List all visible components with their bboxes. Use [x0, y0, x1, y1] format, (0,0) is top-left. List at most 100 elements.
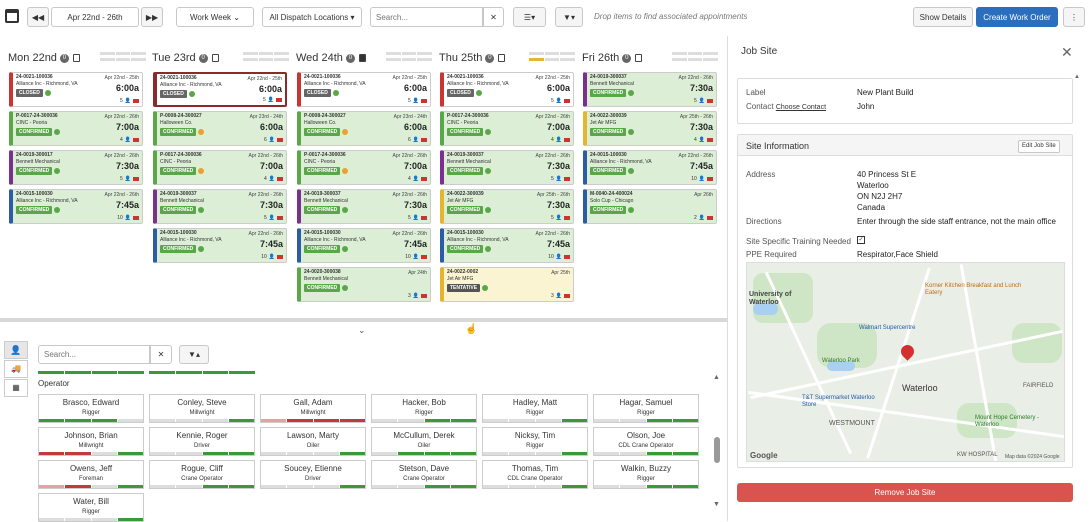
operator-card[interactable]: Hacker, Bob Rigger: [371, 394, 477, 423]
resource-tab-other[interactable]: ▦: [4, 379, 28, 397]
appointment-card[interactable]: 24-0015-100030 Apr 22nd - 26th Alliance In…: [9, 189, 143, 224]
appointment-card[interactable]: 24-0021-100036 Apr 22nd - 25th Alliance In…: [297, 72, 431, 107]
calendar-icon[interactable]: [5, 9, 19, 23]
appointment-card[interactable]: 24-0019-300037 Apr 22nd - 26th Bennett Mec…: [440, 150, 574, 185]
note-icon[interactable]: [211, 54, 219, 62]
operator-card[interactable]: Hadley, Matt Rigger: [482, 394, 588, 423]
operator-card[interactable]: Stetson, Dave Crane Operator: [371, 460, 477, 489]
wo-number: 24-0019-300037: [447, 152, 484, 158]
appointment-card[interactable]: 24-0022-300039 Apr 25th - 26th Jet Air MFG…: [440, 189, 574, 224]
appointment-card[interactable]: 24-0022-300039 Apr 25th - 26th Jet Air MFG…: [583, 111, 717, 146]
person-icon: 👤: [698, 137, 705, 143]
date-range-display[interactable]: Apr 22nd - 26th: [51, 7, 139, 27]
operator-card[interactable]: Thomas, Tim CDL Crane Operator: [482, 460, 588, 489]
operator-card[interactable]: Owens, Jeff Foreman: [38, 460, 144, 489]
appointment-card[interactable]: 24-0019-300037 Apr 22nd - 26th Bennett Mec…: [153, 189, 287, 224]
operator-card[interactable]: Brasco, Edward Rigger: [38, 394, 144, 423]
map-attribution: Map data ©2024 Google: [1005, 454, 1060, 460]
customer: Bennett Mechanical: [304, 276, 348, 282]
operator-card[interactable]: Walkin, Buzzy Rigger: [593, 460, 699, 489]
appointment-card[interactable]: 24-0021-100036 Apr 22nd - 25th Alliance In…: [440, 72, 574, 107]
scroll-up-icon[interactable]: ▲: [713, 374, 720, 381]
panel-scroll-up-icon[interactable]: ▲: [1074, 74, 1080, 80]
date-range: Apr 23rd - 24th: [249, 114, 283, 120]
appointment-card[interactable]: P-0017-24-300036 Apr 22nd - 26th CINC - Pe…: [153, 150, 287, 185]
operator-card[interactable]: Kennie, Roger Driver: [149, 427, 255, 456]
availability-bar: [39, 419, 143, 422]
operator-name: Brasco, Edward: [62, 398, 120, 407]
appointment-card[interactable]: 24-0021-100036 Apr 22nd - 25th Alliance In…: [9, 72, 143, 107]
operator-card[interactable]: Johnson, Brian Millwright: [38, 427, 144, 456]
wo-number: 24-0015-100030: [590, 152, 627, 158]
wo-number: P-0017-24-300036: [304, 152, 346, 158]
appointment-card[interactable]: 24-0019-300037 Apr 22nd - 26th Bennett Mec…: [583, 72, 717, 107]
prev-week-button[interactable]: ◀◀: [27, 7, 49, 27]
split-divider[interactable]: [0, 318, 727, 322]
note-icon[interactable]: [358, 54, 366, 62]
map-label-university: University of Waterloo: [749, 291, 792, 306]
view-select[interactable]: Work Week ⌄: [176, 7, 254, 27]
training-checkbox[interactable]: ✓: [857, 236, 865, 244]
appointment-card[interactable]: 24-0015-100030 Apr 22nd - 26th Alliance In…: [583, 150, 717, 185]
appointment-card[interactable]: P-0008-24-300027 Apr 23rd - 24th Halloween…: [297, 111, 431, 146]
note-icon[interactable]: [72, 54, 80, 62]
appointment-card[interactable]: 24-0021-100036 Apr 22nd - 25th Alliance In…: [153, 72, 287, 107]
show-details-button[interactable]: Show Details: [913, 7, 973, 27]
next-week-button[interactable]: ▶▶: [141, 7, 163, 27]
locations-select[interactable]: All Dispatch Locations ▾: [262, 7, 362, 27]
operator-card[interactable]: Conley, Steve Millwright: [149, 394, 255, 423]
scroll-down-icon[interactable]: ▼: [713, 501, 720, 508]
edit-job-site-button[interactable]: Edit Job Site: [1018, 140, 1060, 153]
person-icon: 👤: [698, 98, 705, 104]
resource-filter-button[interactable]: ▼▴: [179, 345, 209, 364]
layers-menu-button[interactable]: ☰▾: [513, 7, 546, 27]
appointment-card[interactable]: 24-0019-300037 Apr 22nd - 26th Bennett Mec…: [297, 189, 431, 224]
appointment-card[interactable]: 24-0015-100030 Apr 22nd - 26th Alliance In…: [153, 228, 287, 263]
operator-card[interactable]: Rogue, Cliff Crane Operator: [149, 460, 255, 489]
choose-contact-link[interactable]: Choose Contact: [775, 104, 827, 111]
status-dot: [475, 89, 482, 96]
resource-tab-people[interactable]: 👤: [4, 341, 28, 359]
day-label: Thu 25th: [439, 52, 483, 64]
truck-icon: [133, 177, 139, 181]
collapse-chevron-icon[interactable]: ⌄: [358, 325, 366, 335]
operator-card[interactable]: McCullum, Derek Oiler: [371, 427, 477, 456]
address-line: 40 Princess St E: [857, 170, 917, 179]
operator-card[interactable]: Soucey, Etienne Driver: [260, 460, 366, 489]
operator-card[interactable]: Lawson, Marty Oiler: [260, 427, 366, 456]
appointment-card[interactable]: 24-0022-0002 Apr 25th Jet Air MFG TENTATIVE…: [440, 267, 574, 302]
appointment-card[interactable]: M-0040-24-400024 Apr 26th Solo Cup - Chica…: [583, 189, 717, 224]
note-icon[interactable]: [635, 54, 643, 62]
close-icon[interactable]: ✕: [1061, 44, 1073, 60]
appointment-card[interactable]: P-0017-24-300036 Apr 22nd - 26th CINC - Pe…: [9, 111, 143, 146]
capacity-bars: [672, 52, 719, 64]
appointment-card[interactable]: 24-0015-100030 Apr 22nd - 26th Alliance In…: [297, 228, 431, 263]
remove-job-site-button[interactable]: Remove Job Site: [737, 483, 1073, 502]
filter-menu-button[interactable]: ▼▾: [555, 7, 583, 27]
appointment-card[interactable]: 24-0015-100030 Apr 22nd - 26th Alliance In…: [440, 228, 574, 263]
operator-card[interactable]: Hagar, Samuel Rigger: [593, 394, 699, 423]
appointment-card[interactable]: 24-0019-300017 Apr 22nd - 26th Bennett Mec…: [9, 150, 143, 185]
appointment-card[interactable]: P-0017-24-300036 Apr 22nd - 26th CINC - Pe…: [297, 150, 431, 185]
appointment-card[interactable]: P-0017-24-300036 Apr 22nd - 26th CINC - Pe…: [440, 111, 574, 146]
more-options-button[interactable]: ⋮: [1063, 7, 1085, 27]
note-icon[interactable]: [498, 54, 506, 62]
date-range: Apr 22nd - 25th: [535, 75, 570, 81]
site-map[interactable]: University of Waterloo Korner Kitchen Br…: [746, 262, 1065, 462]
clear-search-button[interactable]: ✕: [483, 7, 504, 27]
appointment-card[interactable]: 24-0020-300038 Apr 24th Bennett Mechanical…: [297, 267, 431, 302]
resource-search-input[interactable]: [38, 345, 150, 364]
start-time: 7:30a: [546, 161, 570, 171]
resource-clear-search-button[interactable]: ✕: [150, 345, 172, 364]
create-work-order-button[interactable]: Create Work Order: [976, 7, 1058, 27]
crew-count: 4: [693, 137, 697, 143]
operator-card[interactable]: Olson, Joe CDL Crane Operator: [593, 427, 699, 456]
operator-card[interactable]: Water, Bill Rigger: [38, 493, 144, 522]
resource-scrollbar[interactable]: [714, 437, 720, 463]
resource-tab-equipment[interactable]: 🚚: [4, 360, 28, 378]
operator-card[interactable]: Gall, Adam Millwright: [260, 394, 366, 423]
road: [866, 267, 931, 459]
search-input[interactable]: [370, 7, 483, 27]
operator-card[interactable]: Nicksy, Tim Rigger: [482, 427, 588, 456]
appointment-card[interactable]: P-0008-24-300027 Apr 23rd - 24th Halloween…: [153, 111, 287, 146]
